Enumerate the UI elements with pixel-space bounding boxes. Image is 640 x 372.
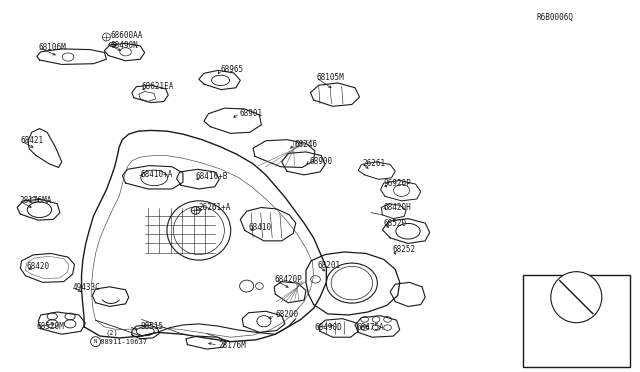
Text: 68246: 68246 [294, 140, 317, 149]
Text: 68901: 68901 [239, 109, 263, 118]
Text: 68105M: 68105M [316, 73, 344, 82]
Text: 49433C: 49433C [72, 283, 100, 292]
Text: LABEL FOR: LABEL FOR [533, 349, 575, 358]
Text: 68200: 68200 [275, 311, 298, 320]
Text: 68201: 68201 [317, 261, 340, 270]
Text: 68520M: 68520M [36, 322, 64, 331]
Text: 68965: 68965 [221, 65, 244, 74]
Text: 68621EA: 68621EA [141, 82, 174, 91]
Text: 68420: 68420 [27, 262, 50, 271]
Text: 98515: 98515 [140, 321, 163, 331]
Text: 68106M: 68106M [38, 43, 66, 52]
Text: 68475A: 68475A [357, 323, 385, 332]
Text: AIRBAG: AIRBAG [537, 334, 564, 343]
Circle shape [551, 272, 602, 323]
Text: 68520: 68520 [384, 219, 407, 228]
Text: 68410+B: 68410+B [196, 172, 228, 181]
Text: 68600AA: 68600AA [111, 31, 143, 40]
Text: 68420P: 68420P [274, 275, 302, 284]
Text: 68490N: 68490N [111, 41, 139, 51]
Text: 28176MA: 28176MA [19, 196, 51, 205]
Text: N: N [94, 339, 97, 344]
Circle shape [91, 337, 100, 347]
Text: 68420H: 68420H [384, 203, 412, 212]
Text: 68410: 68410 [248, 223, 272, 232]
Text: 98591M: 98591M [536, 320, 563, 328]
Text: Ø08911-10637: Ø08911-10637 [95, 339, 147, 344]
Text: R6B0006Q: R6B0006Q [537, 13, 574, 22]
Text: 26261+A: 26261+A [199, 203, 231, 212]
Circle shape [102, 33, 110, 41]
Text: 68252: 68252 [393, 245, 416, 254]
Bar [523, 275, 630, 367]
Text: 68410+A: 68410+A [140, 170, 173, 179]
Text: 28176M: 28176M [218, 341, 246, 350]
Text: 68490D: 68490D [315, 323, 342, 332]
Text: 68421: 68421 [20, 136, 44, 145]
Text: 96920P: 96920P [384, 179, 412, 188]
Text: 26261: 26261 [362, 159, 385, 168]
Text: 68900: 68900 [310, 157, 333, 166]
Text: (2): (2) [105, 329, 118, 336]
